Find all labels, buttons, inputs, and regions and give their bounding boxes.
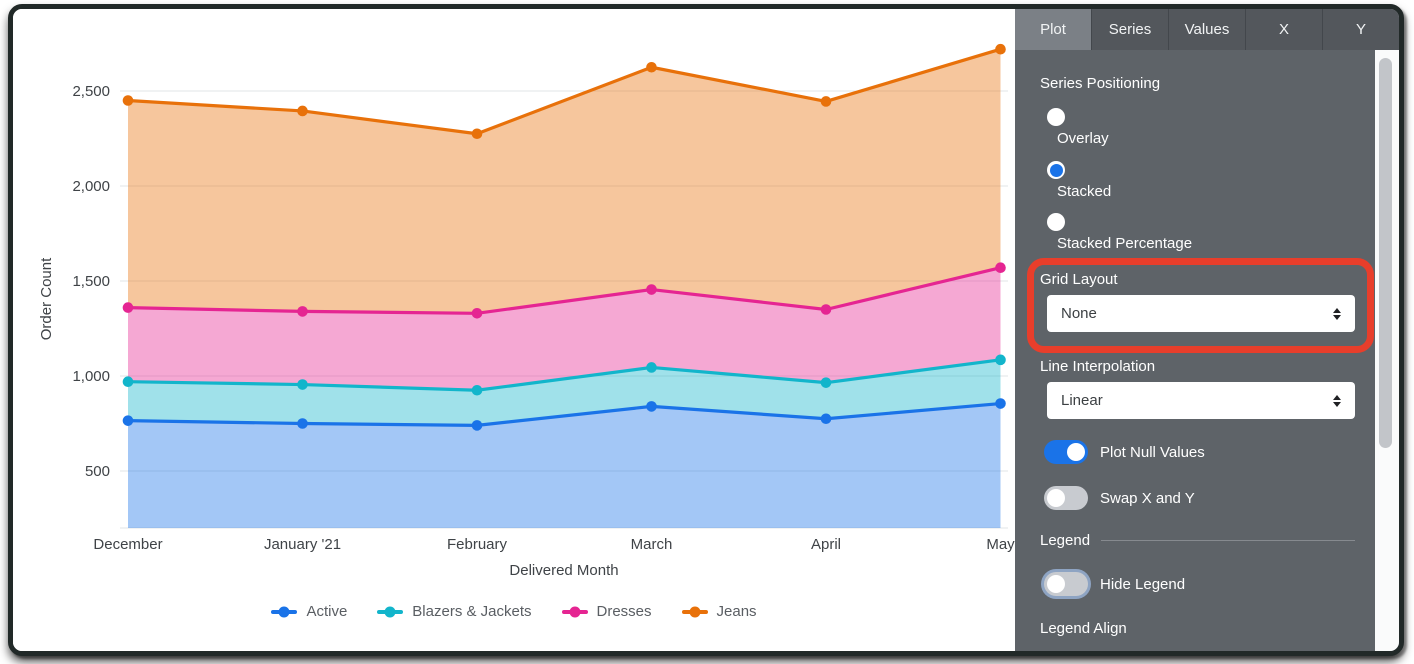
svg-text:April: April — [811, 536, 841, 553]
radio-stacked-percentage-label: Stacked Percentage — [1057, 235, 1193, 252]
grid-layout-value: None — [1061, 305, 1097, 322]
svg-text:March: March — [631, 536, 673, 553]
svg-text:Order Count: Order Count — [38, 257, 55, 340]
plot-null-values-label: Plot Null Values — [1100, 444, 1205, 461]
panel-tabbar: Plot Series Values X Y — [1015, 9, 1399, 50]
legend-item[interactable]: Blazers & Jackets — [377, 603, 532, 620]
plot-null-values-toggle[interactable] — [1044, 440, 1088, 464]
chart-svg: 500 1,000 1,500 2,000 2,500 December January '… — [38, 43, 1015, 579]
tab-values[interactable]: Values — [1169, 9, 1246, 50]
svg-text:2,000: 2,000 — [72, 178, 110, 195]
radio-stacked-label: Stacked — [1057, 183, 1112, 200]
hide-legend-label: Hide Legend — [1100, 576, 1186, 593]
hide-legend-toggle[interactable] — [1044, 572, 1088, 596]
radio-stacked-percentage[interactable] — [1047, 213, 1065, 231]
legend-series-marker-icon — [561, 606, 588, 617]
legend-series-marker-icon — [377, 606, 404, 617]
legend-series-label: Blazers & Jackets — [412, 603, 532, 620]
grid-layout-select[interactable]: None — [1047, 295, 1355, 332]
svg-text:January '21: January '21 — [264, 536, 341, 553]
chart-area: 500 1,000 1,500 2,000 2,500 December January '… — [13, 9, 1015, 651]
tab-plot[interactable]: Plot — [1015, 9, 1092, 50]
legend-series-marker-icon — [271, 606, 298, 617]
svg-text:December: December — [93, 536, 162, 553]
chart-legend: Active Blazers & Jackets Dresses Jeans — [13, 603, 1015, 620]
radio-stacked[interactable] — [1047, 161, 1065, 179]
legend-item[interactable]: Dresses — [561, 603, 652, 620]
svg-text:February: February — [447, 536, 508, 553]
toggle-knob — [1047, 575, 1065, 593]
legend-section-heading: Legend — [1040, 532, 1091, 549]
swap-x-and-y-label: Swap X and Y — [1100, 490, 1195, 507]
plot-settings-panel: Plot Series Values X Y Series Positionin… — [1015, 9, 1399, 651]
svg-text:1,000: 1,000 — [72, 368, 110, 385]
panel-scrollbar-thumb[interactable] — [1379, 58, 1392, 448]
svg-text:May: May — [986, 536, 1015, 553]
select-arrows-icon — [1333, 307, 1341, 320]
line-interpolation-value: Linear — [1061, 392, 1103, 409]
line-interpolation-label: Line Interpolation — [1040, 358, 1156, 375]
swap-x-and-y-toggle[interactable] — [1044, 486, 1088, 510]
legend-item[interactable]: Active — [271, 603, 347, 620]
visualization-editor-window: 500 1,000 1,500 2,000 2,500 December January '… — [8, 4, 1404, 656]
radio-overlay[interactable] — [1047, 108, 1065, 126]
legend-series-label: Active — [306, 603, 348, 620]
select-arrows-icon — [1333, 394, 1341, 407]
legend-series-label: Dresses — [596, 603, 652, 620]
grid-layout-label: Grid Layout — [1040, 271, 1118, 288]
section-divider — [1101, 540, 1355, 541]
series-positioning-heading: Series Positioning — [1040, 75, 1161, 92]
panel-scrollbar-track[interactable] — [1375, 50, 1399, 651]
svg-text:1,500: 1,500 — [72, 273, 110, 290]
svg-text:2,500: 2,500 — [72, 83, 110, 100]
legend-item[interactable]: Jeans — [681, 603, 757, 620]
line-interpolation-select[interactable]: Linear — [1047, 382, 1355, 419]
legend-series-marker-icon — [681, 606, 708, 617]
legend-series-label: Jeans — [716, 603, 757, 620]
stacked-area-chart: 500 1,000 1,500 2,000 2,500 December January '… — [13, 9, 1015, 651]
toggle-knob — [1047, 489, 1065, 507]
svg-text:Delivered Month: Delivered Month — [509, 562, 618, 579]
tab-x[interactable]: X — [1246, 9, 1323, 50]
legend-align-label: Legend Align — [1040, 620, 1127, 637]
tab-series[interactable]: Series — [1092, 9, 1169, 50]
toggle-knob — [1067, 443, 1085, 461]
svg-text:500: 500 — [85, 463, 110, 480]
tab-y[interactable]: Y — [1355, 21, 1366, 38]
radio-overlay-label: Overlay — [1057, 130, 1109, 147]
